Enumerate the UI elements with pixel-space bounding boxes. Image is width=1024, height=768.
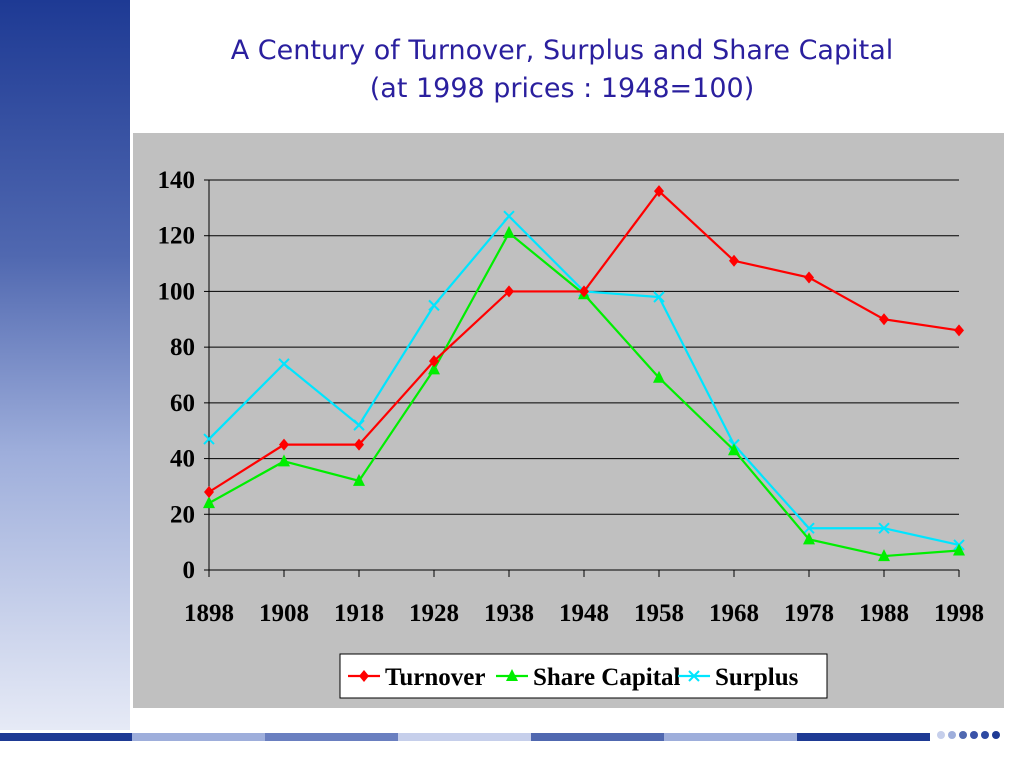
sidebar-gradient [0, 0, 130, 730]
legend-label-share-capital: Share Capital [533, 664, 681, 691]
footer-dot [948, 731, 956, 739]
legend-box [339, 653, 828, 699]
data-point-surplus [353, 419, 365, 431]
x-tick-label: 1918 [334, 600, 384, 627]
data-point-share-capital [728, 443, 740, 456]
y-tick-label: 60 [170, 390, 195, 417]
chart-panel: 0 20 40 60 80 100 120 140 1898 1908 1918 1928 1938 19… [133, 133, 1004, 708]
footer-dot [937, 731, 945, 739]
footer-dot [992, 731, 1000, 739]
y-tick-label: 80 [170, 334, 195, 361]
footer-segment [664, 733, 797, 741]
data-point-share-capital [353, 473, 365, 486]
series-share-capital [203, 225, 965, 562]
legend-marker-share-capital [506, 669, 518, 681]
data-point-surplus [503, 210, 515, 222]
data-point-turnover [654, 185, 664, 198]
x-tick-label: 1978 [784, 600, 834, 627]
data-point-turnover [204, 486, 214, 498]
footer-segment [797, 733, 930, 741]
data-point-share-capital [428, 362, 440, 375]
y-tick-label: 0 [183, 557, 196, 584]
x-tick-label: 1968 [709, 600, 759, 627]
x-tick-label: 1948 [559, 600, 609, 627]
data-point-share-capital [878, 549, 890, 562]
marker-stroke [653, 291, 665, 303]
marker-stroke [428, 299, 440, 312]
legend-marker-turnover [359, 670, 369, 682]
series-line-turnover [208, 189, 960, 493]
data-point-share-capital [953, 543, 965, 556]
legend: Turnover Share Capital Surplus [339, 653, 828, 699]
data-point-share-capital [503, 225, 515, 238]
data-point-share-capital [203, 496, 215, 509]
data-point-turnover [279, 438, 289, 451]
x-tick-label: 1998 [934, 600, 984, 627]
x-tick-label: 1908 [259, 600, 309, 627]
data-point-turnover [804, 271, 814, 284]
marker-stroke [803, 522, 815, 534]
title-line-2: (at 1998 prices : 1948=100) [369, 73, 755, 104]
footer-bar [0, 733, 930, 741]
series [203, 185, 965, 562]
footer-segment [265, 733, 398, 741]
data-point-turnover [879, 313, 889, 326]
marker-stroke [203, 433, 215, 445]
series-turnover [204, 185, 964, 498]
grid-lines [209, 179, 959, 571]
footer-dot [959, 731, 967, 739]
data-point-surplus [653, 291, 665, 303]
line-chart: 0 20 40 60 80 100 120 140 1898 1908 1918 1928 1938 19… [158, 167, 985, 699]
data-point-turnover [729, 254, 739, 267]
data-point-turnover [354, 438, 364, 451]
x-tick-label: 1988 [859, 600, 909, 627]
x-tick-label: 1958 [634, 600, 684, 627]
footer-segment [398, 733, 531, 741]
footer-dot [970, 731, 978, 739]
title-line-1: A Century of Turnover, Surplus and Share… [230, 35, 894, 66]
data-point-turnover [579, 285, 589, 298]
x-tick-label: 1898 [184, 600, 234, 627]
data-point-turnover [429, 355, 439, 368]
data-point-turnover [504, 285, 514, 298]
axes: 0 20 40 60 80 100 120 140 1898 1908 1918 1928 1938 19… [158, 167, 985, 627]
footer-segment [531, 733, 664, 741]
y-tick-label: 20 [170, 501, 195, 528]
marker-stroke [278, 358, 290, 370]
data-point-surplus [203, 433, 215, 445]
data-point-share-capital [803, 532, 815, 545]
marker-stroke [878, 522, 890, 534]
data-point-surplus [278, 358, 290, 370]
marker-stroke [688, 670, 700, 682]
legend-label-surplus: Surplus [715, 664, 799, 691]
data-point-turnover [954, 324, 964, 337]
x-tick-label: 1938 [484, 600, 534, 627]
footer-segment [132, 733, 265, 741]
y-tick-label: 140 [158, 167, 196, 194]
footer-segment [0, 733, 132, 741]
marker-stroke [503, 210, 515, 222]
x-tick-label: 1928 [409, 600, 459, 627]
data-point-share-capital [278, 454, 290, 467]
data-point-surplus [803, 522, 815, 534]
series-line-surplus [208, 214, 960, 547]
slide-title: A Century of Turnover, Surplus and Share… [132, 32, 992, 108]
legend-label-turnover: Turnover [385, 664, 485, 691]
data-point-surplus [428, 299, 440, 312]
marker-stroke [353, 419, 365, 431]
series-surplus [203, 210, 965, 551]
legend-marker-surplus [688, 670, 700, 682]
data-point-surplus [878, 522, 890, 534]
footer-dot [981, 731, 989, 739]
y-tick-label: 100 [158, 278, 196, 305]
data-point-share-capital [653, 370, 665, 383]
y-tick-label: 120 [158, 223, 196, 250]
y-tick-label: 40 [170, 446, 195, 473]
